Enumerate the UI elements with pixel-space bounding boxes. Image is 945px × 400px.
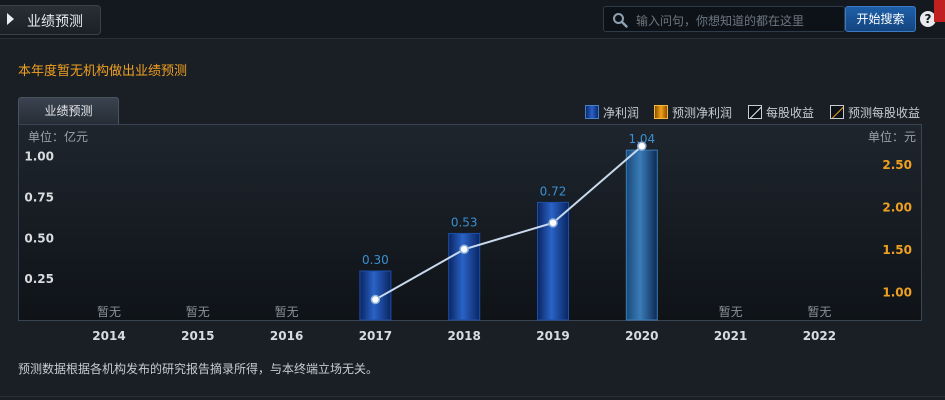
bottom-divider bbox=[0, 396, 945, 397]
legend-label: 预测每股收益 bbox=[848, 105, 921, 120]
x-tick-label: 2017 bbox=[359, 329, 392, 343]
section-title: 业绩预测 bbox=[27, 14, 83, 30]
legend-label: 预测净利润 bbox=[672, 105, 733, 120]
no-data-label: 暂无 bbox=[719, 305, 743, 319]
forecast-eps-line-swatch bbox=[830, 105, 844, 119]
bar-value-label: 0.72 bbox=[540, 184, 567, 198]
no-data-label: 暂无 bbox=[97, 305, 121, 319]
eps-point bbox=[459, 244, 469, 255]
left-tick-label: 1.00 bbox=[24, 150, 54, 164]
search-input[interactable] bbox=[634, 10, 843, 31]
search-box[interactable] bbox=[603, 6, 845, 32]
x-tick-label: 2015 bbox=[181, 329, 214, 343]
x-tick-label: 2018 bbox=[447, 329, 480, 343]
eps-line bbox=[374, 145, 643, 301]
x-tick-label: 2014 bbox=[92, 329, 125, 343]
eps-line-swatch bbox=[748, 105, 762, 119]
net-profit-swatch bbox=[585, 105, 599, 119]
bar-value-label: 0.30 bbox=[362, 253, 389, 267]
eps-point bbox=[548, 218, 558, 228]
x-tick-label: 2019 bbox=[536, 329, 569, 343]
forecast-net-profit-swatch bbox=[654, 105, 668, 119]
x-tick-label: 2016 bbox=[270, 329, 303, 343]
no-data-label: 暂无 bbox=[807, 305, 831, 319]
x-tick-label: 2020 bbox=[625, 329, 658, 343]
right-tick-label: 1.00 bbox=[882, 286, 912, 300]
disclaimer-footnote: 预测数据根据各机构发布的研究报告摘录所得，与本终端立场无关。 bbox=[18, 362, 379, 376]
legend-net-profit[interactable]: 净利润 bbox=[585, 104, 639, 120]
arrow-right-icon bbox=[7, 13, 14, 25]
help-icon[interactable]: ? bbox=[920, 11, 936, 27]
eps-point bbox=[370, 294, 381, 305]
no-data-label: 暂无 bbox=[275, 305, 299, 319]
red-badge[interactable] bbox=[934, 0, 945, 22]
left-unit-label: 单位：亿元 bbox=[28, 129, 88, 144]
no-forecast-notice: 本年度暂无机构做出业绩预测 bbox=[18, 64, 188, 79]
right-tick-label: 2.00 bbox=[882, 201, 912, 215]
no-data-label: 暂无 bbox=[186, 305, 210, 319]
net-profit-bar bbox=[625, 149, 658, 321]
search-icon bbox=[613, 13, 628, 28]
legend-label: 净利润 bbox=[603, 105, 640, 120]
left-tick-label: 0.50 bbox=[24, 231, 54, 245]
right-tick-label: 2.50 bbox=[882, 158, 912, 172]
tab-performance-forecast[interactable]: 业绩预测 bbox=[18, 97, 119, 124]
x-tick-label: 2022 bbox=[803, 329, 836, 343]
x-tick-label: 2021 bbox=[714, 329, 747, 343]
legend-forecast-net-profit[interactable]: 预测净利润 bbox=[654, 104, 732, 120]
bar-value-label: 0.53 bbox=[451, 215, 478, 229]
bar-value-label: 1.04 bbox=[628, 132, 655, 146]
top-bar: 业绩预测 开始搜索 ? bbox=[0, 0, 945, 39]
legend-forecast-eps[interactable]: 预测每股收益 bbox=[830, 104, 920, 120]
right-tick-label: 1.50 bbox=[882, 243, 912, 257]
right-unit-label: 单位：元 bbox=[868, 129, 916, 144]
legend-label: 每股收益 bbox=[766, 105, 815, 120]
left-tick-label: 0.75 bbox=[24, 191, 54, 205]
left-tick-label: 0.25 bbox=[24, 272, 54, 286]
search-button[interactable]: 开始搜索 bbox=[845, 6, 916, 32]
legend-eps[interactable]: 每股收益 bbox=[748, 104, 814, 120]
section-title-tab: 业绩预测 bbox=[0, 5, 101, 35]
net-profit-bar bbox=[359, 270, 392, 321]
eps-point bbox=[637, 141, 647, 151]
